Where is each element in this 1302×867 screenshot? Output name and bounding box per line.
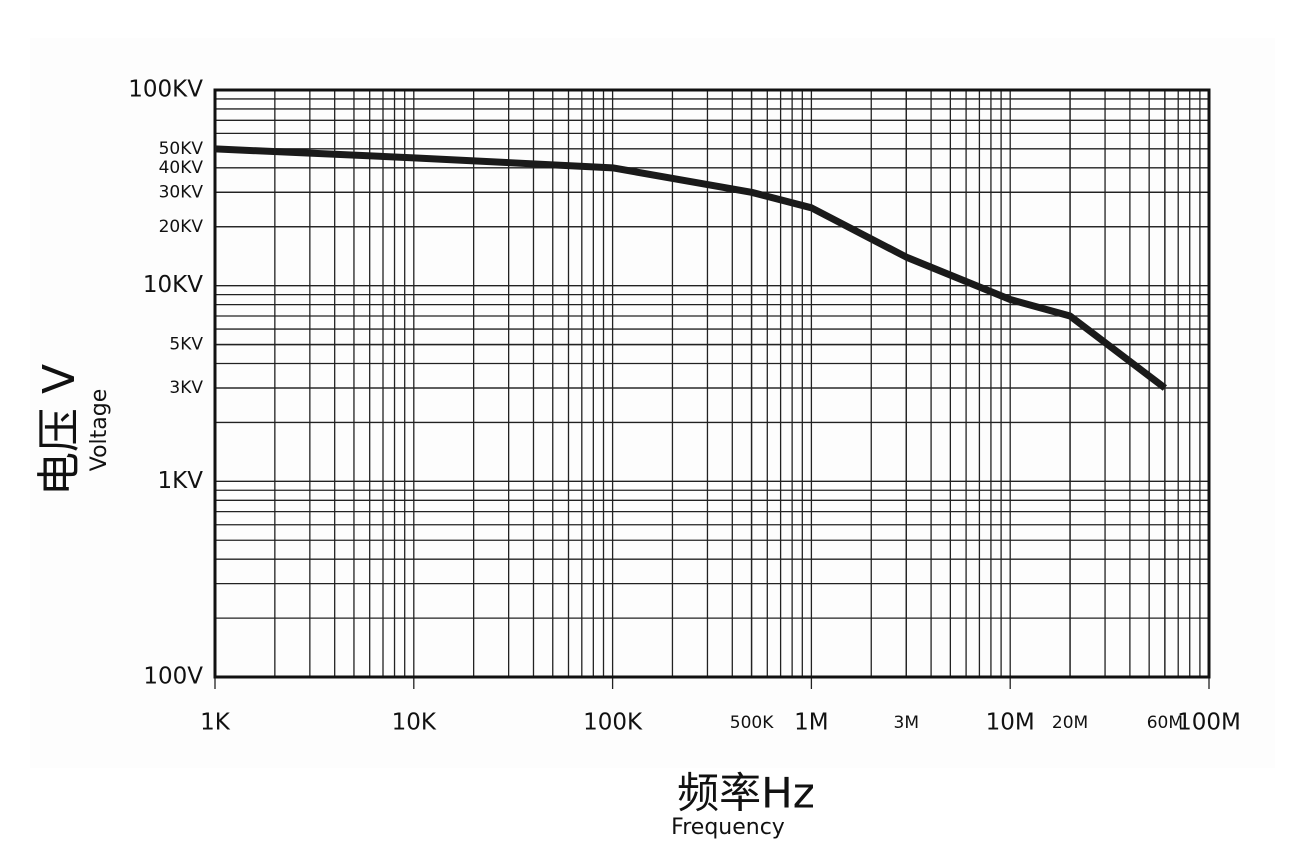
x-tick-label: 100M — [1177, 710, 1241, 736]
x-tick-label: 500K — [730, 713, 774, 733]
x-tick-label: 10M — [986, 710, 1035, 736]
background — [30, 38, 1275, 768]
x-tick-label: 1M — [794, 710, 828, 736]
y-label-sub: Voltage — [87, 389, 112, 472]
y-axis-title: 电压 V Voltage — [34, 364, 112, 496]
y-tick-label: 10KV — [143, 272, 203, 298]
y-tick-label: 30KV — [159, 182, 204, 202]
y-tick-label: 5KV — [169, 335, 203, 355]
y-tick-label: 100V — [143, 664, 203, 690]
x-tick-label: 100K — [583, 710, 643, 736]
x-tick-label: 60M — [1147, 713, 1183, 733]
y-label: 电压 V — [34, 364, 85, 496]
y-tick-label: 3KV — [169, 378, 203, 398]
x-tick-label: 10K — [392, 710, 437, 736]
y-tick-label: 50KV — [159, 139, 204, 159]
plot-frame — [213, 88, 1211, 679]
data-line — [214, 145, 1168, 391]
y-tick-label: 1KV — [158, 468, 204, 494]
y-tick-label: 100KV — [128, 77, 203, 103]
x-tick-label: 3M — [894, 713, 919, 733]
x-label-sub: Frequency — [671, 815, 785, 840]
y-tick-label: 40KV — [159, 158, 204, 178]
x-tick-label: 1K — [200, 710, 231, 736]
y-tick-label: 20KV — [159, 217, 204, 237]
x-label: 频率Hz — [677, 769, 815, 818]
x-tick-label: 20M — [1052, 713, 1088, 733]
